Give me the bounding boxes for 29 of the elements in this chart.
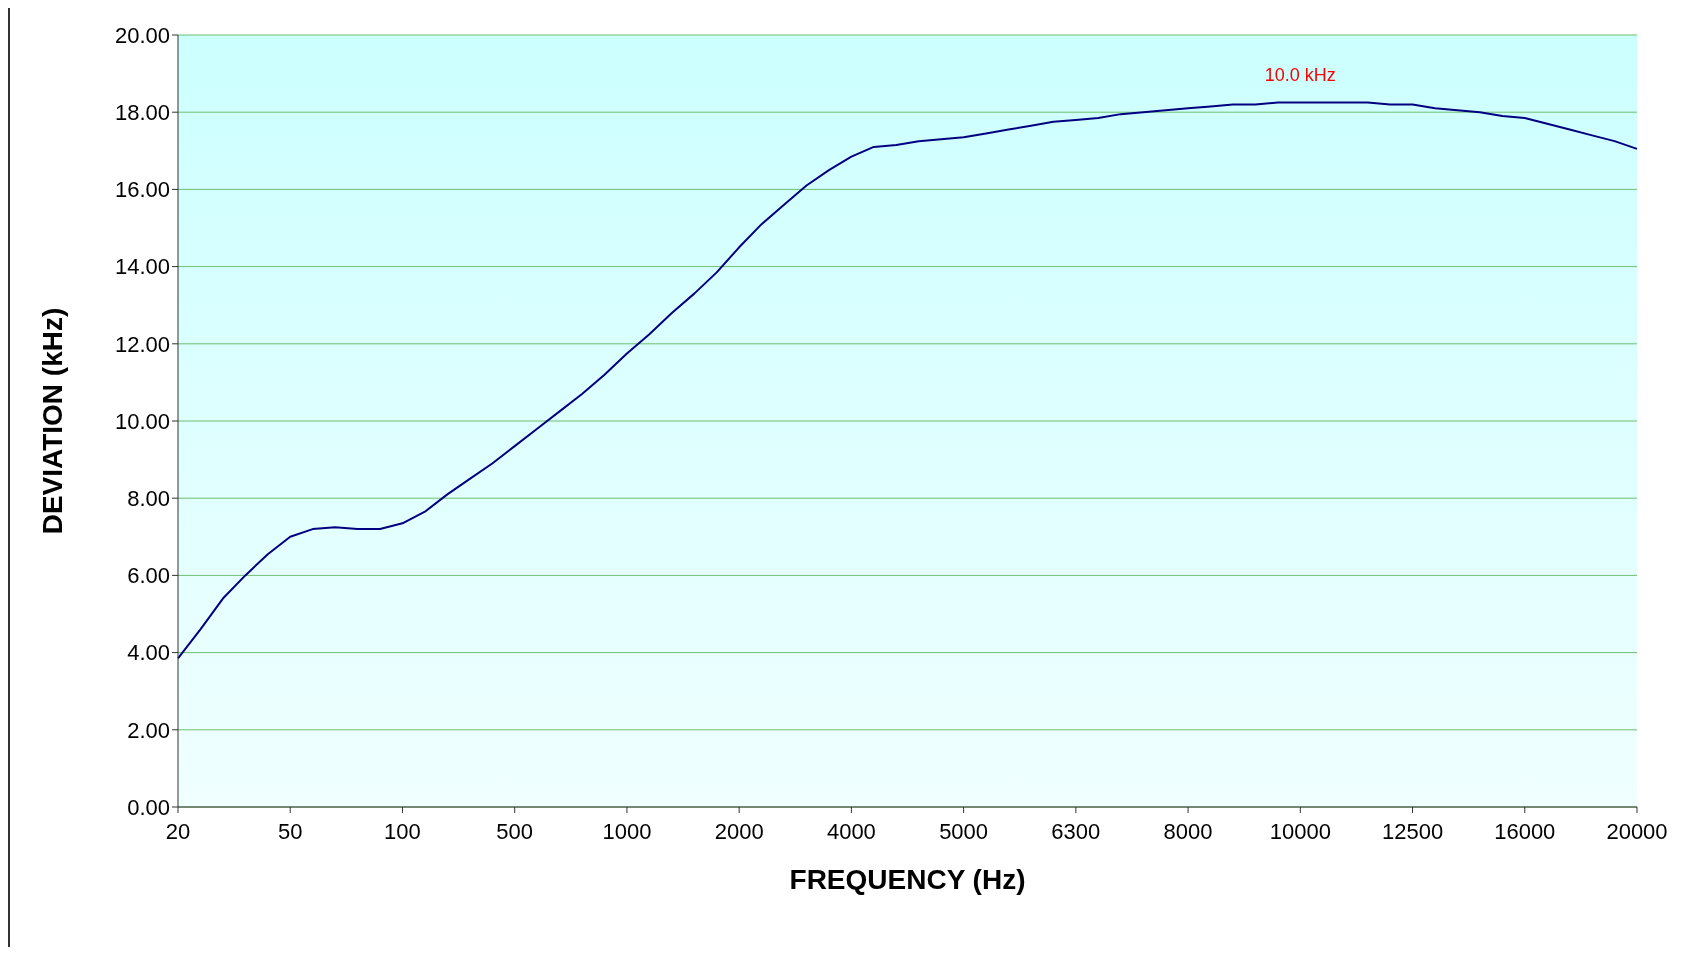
- y-tick-label: 4.00: [127, 640, 170, 666]
- x-tick-label: 500: [496, 818, 534, 844]
- x-tick-label: 1000: [602, 818, 652, 844]
- x-tick-label: 20: [165, 818, 191, 844]
- x-axis-title: FREQUENCY (Hz): [789, 864, 1026, 895]
- x-tick-label: 16000: [1494, 818, 1556, 844]
- annotation: 10.0 kHz: [1264, 64, 1336, 85]
- y-tick-label: 16.00: [114, 177, 170, 203]
- x-tick-label: 5000: [939, 818, 989, 844]
- x-tick-label: 12500: [1381, 818, 1444, 844]
- x-tick-label: 10000: [1269, 818, 1331, 844]
- y-tick-label: 12.00: [114, 331, 170, 357]
- y-tick-label: 10.00: [114, 408, 170, 434]
- y-axis-title: DEVIATION (kHz): [36, 307, 68, 535]
- x-tick-label: 4000: [826, 818, 876, 844]
- y-tick-label: 18.00: [114, 100, 170, 126]
- y-tick-label: 2.00: [127, 717, 170, 743]
- y-tick-label: 14.00: [114, 254, 170, 280]
- x-tick-label: 20000: [1606, 818, 1668, 844]
- y-tick-label: 20.00: [114, 22, 170, 48]
- x-tick-label: 8000: [1163, 818, 1213, 844]
- y-tick-label: 8.00: [127, 486, 170, 512]
- x-tick-label: 6300: [1051, 818, 1101, 844]
- line-series: [177, 101, 1638, 660]
- y-tick-label: 0.00: [127, 794, 170, 820]
- x-tick-label: 100: [384, 818, 421, 844]
- y-tick-label: 6.00: [127, 563, 170, 589]
- x-tick-label: 50: [277, 818, 303, 844]
- x-tick-label: 2000: [714, 818, 764, 844]
